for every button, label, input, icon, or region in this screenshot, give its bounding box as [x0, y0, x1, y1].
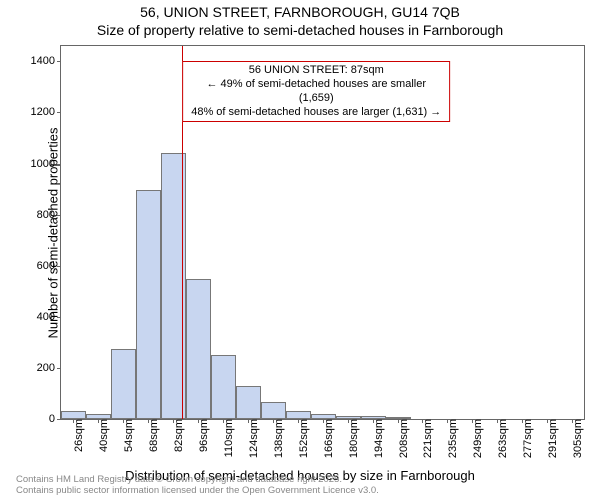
y-tick-label: 1400	[19, 55, 61, 67]
x-tick-label: 166sqm	[319, 419, 335, 458]
histogram-bar	[211, 355, 236, 419]
x-tick-label: 26sqm	[69, 419, 85, 452]
y-tick-label: 400	[19, 311, 61, 323]
x-tick-label: 263sqm	[493, 419, 509, 458]
annotation-line2: ← 49% of semi-detached houses are smalle…	[189, 78, 443, 106]
y-tick-label: 800	[19, 209, 61, 221]
footer-attribution: Contains HM Land Registry data © Crown c…	[16, 475, 379, 497]
x-tick-label: 291sqm	[543, 419, 559, 458]
histogram-bar	[186, 279, 211, 420]
y-tick-label: 1200	[19, 106, 61, 118]
x-tick-label: 305sqm	[568, 419, 584, 458]
x-tick-label: 40sqm	[94, 419, 110, 452]
histogram-bar	[111, 349, 136, 419]
histogram-bar	[61, 411, 86, 419]
histogram-bar	[286, 411, 311, 419]
chart-title-line2: Size of property relative to semi-detach…	[0, 22, 600, 38]
footer-line2: Contains public sector information licen…	[16, 486, 379, 497]
x-tick-label: 194sqm	[369, 419, 385, 458]
y-tick-label: 200	[19, 362, 61, 374]
x-tick-label: 235sqm	[443, 419, 459, 458]
x-tick-label: 54sqm	[119, 419, 135, 452]
y-tick-label: 0	[19, 413, 61, 425]
x-tick-label: 277sqm	[518, 419, 534, 458]
y-tick-label: 600	[19, 260, 61, 272]
histogram-bar	[261, 402, 286, 419]
x-tick-label: 68sqm	[144, 419, 160, 452]
annotation-box: 56 UNION STREET: 87sqm ← 49% of semi-det…	[182, 61, 450, 122]
histogram-chart: 56, UNION STREET, FARNBOROUGH, GU14 7QB …	[0, 0, 600, 500]
x-tick-label: 124sqm	[244, 419, 260, 458]
annotation-line3: 48% of semi-detached houses are larger (…	[189, 106, 443, 120]
y-tick-label: 1000	[19, 158, 61, 170]
x-tick-label: 180sqm	[344, 419, 360, 458]
x-tick-label: 82sqm	[169, 419, 185, 452]
x-tick-label: 221sqm	[418, 419, 434, 458]
plot-area: 56 UNION STREET: 87sqm ← 49% of semi-det…	[60, 45, 585, 420]
histogram-bar	[136, 190, 161, 419]
annotation-line1: 56 UNION STREET: 87sqm	[189, 64, 443, 78]
histogram-bar	[236, 386, 261, 419]
x-tick-label: 208sqm	[394, 419, 410, 458]
x-tick-label: 249sqm	[468, 419, 484, 458]
chart-title-line1: 56, UNION STREET, FARNBOROUGH, GU14 7QB	[0, 4, 600, 20]
x-tick-label: 138sqm	[269, 419, 285, 458]
x-tick-label: 110sqm	[219, 419, 235, 457]
x-tick-label: 152sqm	[294, 419, 310, 458]
x-tick-label: 96sqm	[194, 419, 210, 452]
